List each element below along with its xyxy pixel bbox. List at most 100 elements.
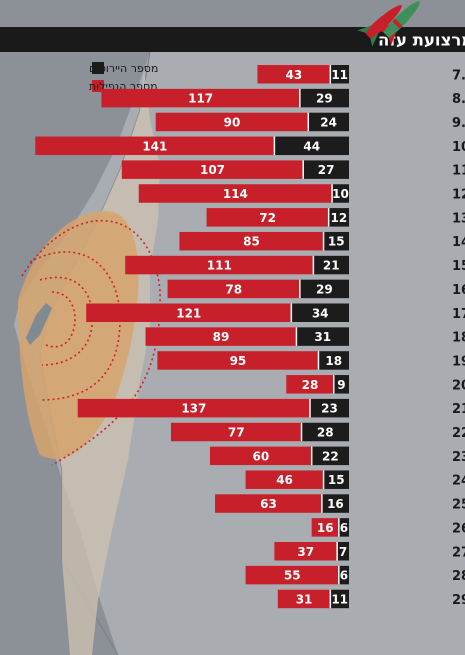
label-intercepts: 10 (332, 187, 349, 201)
bar-hits (170, 422, 302, 442)
day-label: ראשון 27.7 (452, 545, 465, 560)
bar-hits (257, 65, 331, 84)
bar-intercepts (330, 65, 349, 84)
label-intercepts: 15 (328, 235, 345, 249)
label-intercepts: 22 (322, 449, 339, 463)
bar-row: 29 117 שלישי 8.7 (101, 88, 465, 108)
label-intercepts: 34 (312, 306, 329, 320)
label-hits: 121 (176, 306, 201, 320)
bar-row: 34 121 חמישי 17.7 (86, 303, 465, 322)
bars: 1143שני 7.729117שלישי 8.72490רביעי 9.744… (35, 65, 465, 609)
bar-row: 16 63 שישי 25.7 (215, 494, 465, 513)
bar-hits (86, 303, 292, 322)
label-intercepts: 28 (317, 426, 334, 440)
day-label: חמישי 10.7 (452, 140, 465, 155)
bar-row: 18 95 שבת 19.7 (157, 351, 465, 370)
label-hits: 28 (302, 378, 319, 392)
label-intercepts: 31 (314, 330, 331, 344)
bar-hits (311, 518, 339, 537)
day-label: רביעי 23.7 (452, 450, 465, 465)
label-hits: 37 (297, 545, 314, 559)
gaza-strip (26, 303, 52, 345)
bar-row: 15 85 שני 14.7 (179, 231, 465, 251)
bar-intercepts (323, 231, 349, 251)
label-intercepts: 29 (316, 282, 333, 296)
label-intercepts: 15 (328, 473, 345, 487)
label-intercepts: 11 (331, 68, 348, 82)
day-label: רביעי 9.7 (452, 116, 465, 131)
label-hits: 85 (243, 235, 260, 249)
legend-label-intercepts: מספר היירוטים (89, 62, 158, 75)
legend-swatch-intercepts (92, 62, 104, 74)
label-intercepts: 9 (337, 378, 345, 392)
label-hits: 90 (224, 115, 241, 129)
label-hits: 31 (296, 592, 313, 606)
bar-row: 10 114 שבת 12.7 (138, 184, 465, 203)
chart-title: שיגורי רקטות וטילים מרצועת עזה (378, 31, 465, 50)
day-label: שני 14.7 (452, 235, 465, 250)
bar-intercepts (301, 422, 349, 442)
bar-row: 12 72 ראשון 13.7 (206, 208, 465, 227)
label-hits: 55 (284, 569, 301, 583)
bar-hits (277, 589, 331, 609)
label-hits: 46 (276, 473, 293, 487)
bar-hits (209, 446, 312, 466)
bar-hits (245, 565, 339, 585)
bar-intercepts (337, 542, 349, 561)
label-hits: 137 (181, 402, 206, 416)
label-hits: 111 (207, 259, 232, 273)
bar-row: 27 107 שישי 11.7 (121, 160, 465, 179)
label-intercepts: 18 (325, 354, 342, 368)
bar-row: 24 90 רביעי 9.7 (155, 112, 465, 132)
label-hits: 141 (142, 139, 167, 153)
bar-intercepts (274, 136, 349, 156)
bar-row: 11 43 שני 7.7 (257, 65, 465, 84)
bar-hits (179, 231, 324, 251)
bar-hits (245, 470, 324, 489)
day-label: שלישי 29.7 (452, 593, 465, 608)
bar-intercepts (311, 446, 349, 466)
label-hits: 114 (223, 187, 248, 201)
bar-row: 11 31 שלישי 29.7 (277, 589, 465, 609)
label-hits: 77 (228, 426, 245, 440)
label-intercepts: 16 (327, 497, 344, 511)
bar-hits (121, 160, 304, 179)
label-intercepts: 27 (318, 163, 335, 177)
bar-hits (35, 136, 275, 156)
day-label: שני 28.7 (452, 569, 465, 584)
rocket-icon (357, 1, 420, 47)
label-hits: 89 (213, 330, 230, 344)
bar-row: 7 37 ראשון 27.7 (274, 542, 465, 561)
bar-hits (155, 112, 309, 132)
day-label: שני 21.7 (452, 402, 465, 417)
bar-intercepts (299, 279, 349, 299)
bar-intercepts (313, 255, 349, 275)
bar-intercepts (303, 160, 349, 179)
bar-row: 21 111 שלישי 15.7 (125, 255, 465, 275)
day-label: שבת 26.7 (452, 521, 465, 536)
label-hits: 117 (188, 92, 213, 106)
bar-hits (145, 327, 297, 346)
day-label: שישי 11.7 (452, 164, 465, 179)
bar-hits (101, 88, 300, 108)
threat-zone (18, 210, 139, 459)
bar-row: 29 78 רביעי 16.7 (167, 279, 465, 299)
bar-row: 6 55 שני 28.7 (245, 565, 465, 585)
day-label: שבת 12.7 (452, 188, 465, 203)
bar-intercepts (332, 184, 349, 203)
label-hits: 107 (200, 163, 225, 177)
day-label: שישי 25.7 (452, 498, 465, 513)
label-intercepts: 6 (340, 521, 348, 535)
bar-intercepts (291, 303, 349, 322)
title-bar: שיגורי רקטות וטילים מרצועת עזה (0, 1, 465, 52)
bar-row: 22 60 רביעי 23.7 (209, 446, 465, 466)
bar-hits (167, 279, 300, 299)
bar-hits (157, 351, 319, 370)
label-hits: 78 (225, 282, 242, 296)
label-intercepts: 29 (316, 92, 333, 106)
bar-hits (138, 184, 333, 203)
bar-intercepts (338, 565, 349, 585)
bar-row: 44 141 חמישי 10.7 (35, 136, 465, 156)
label-hits: 43 (286, 68, 303, 82)
